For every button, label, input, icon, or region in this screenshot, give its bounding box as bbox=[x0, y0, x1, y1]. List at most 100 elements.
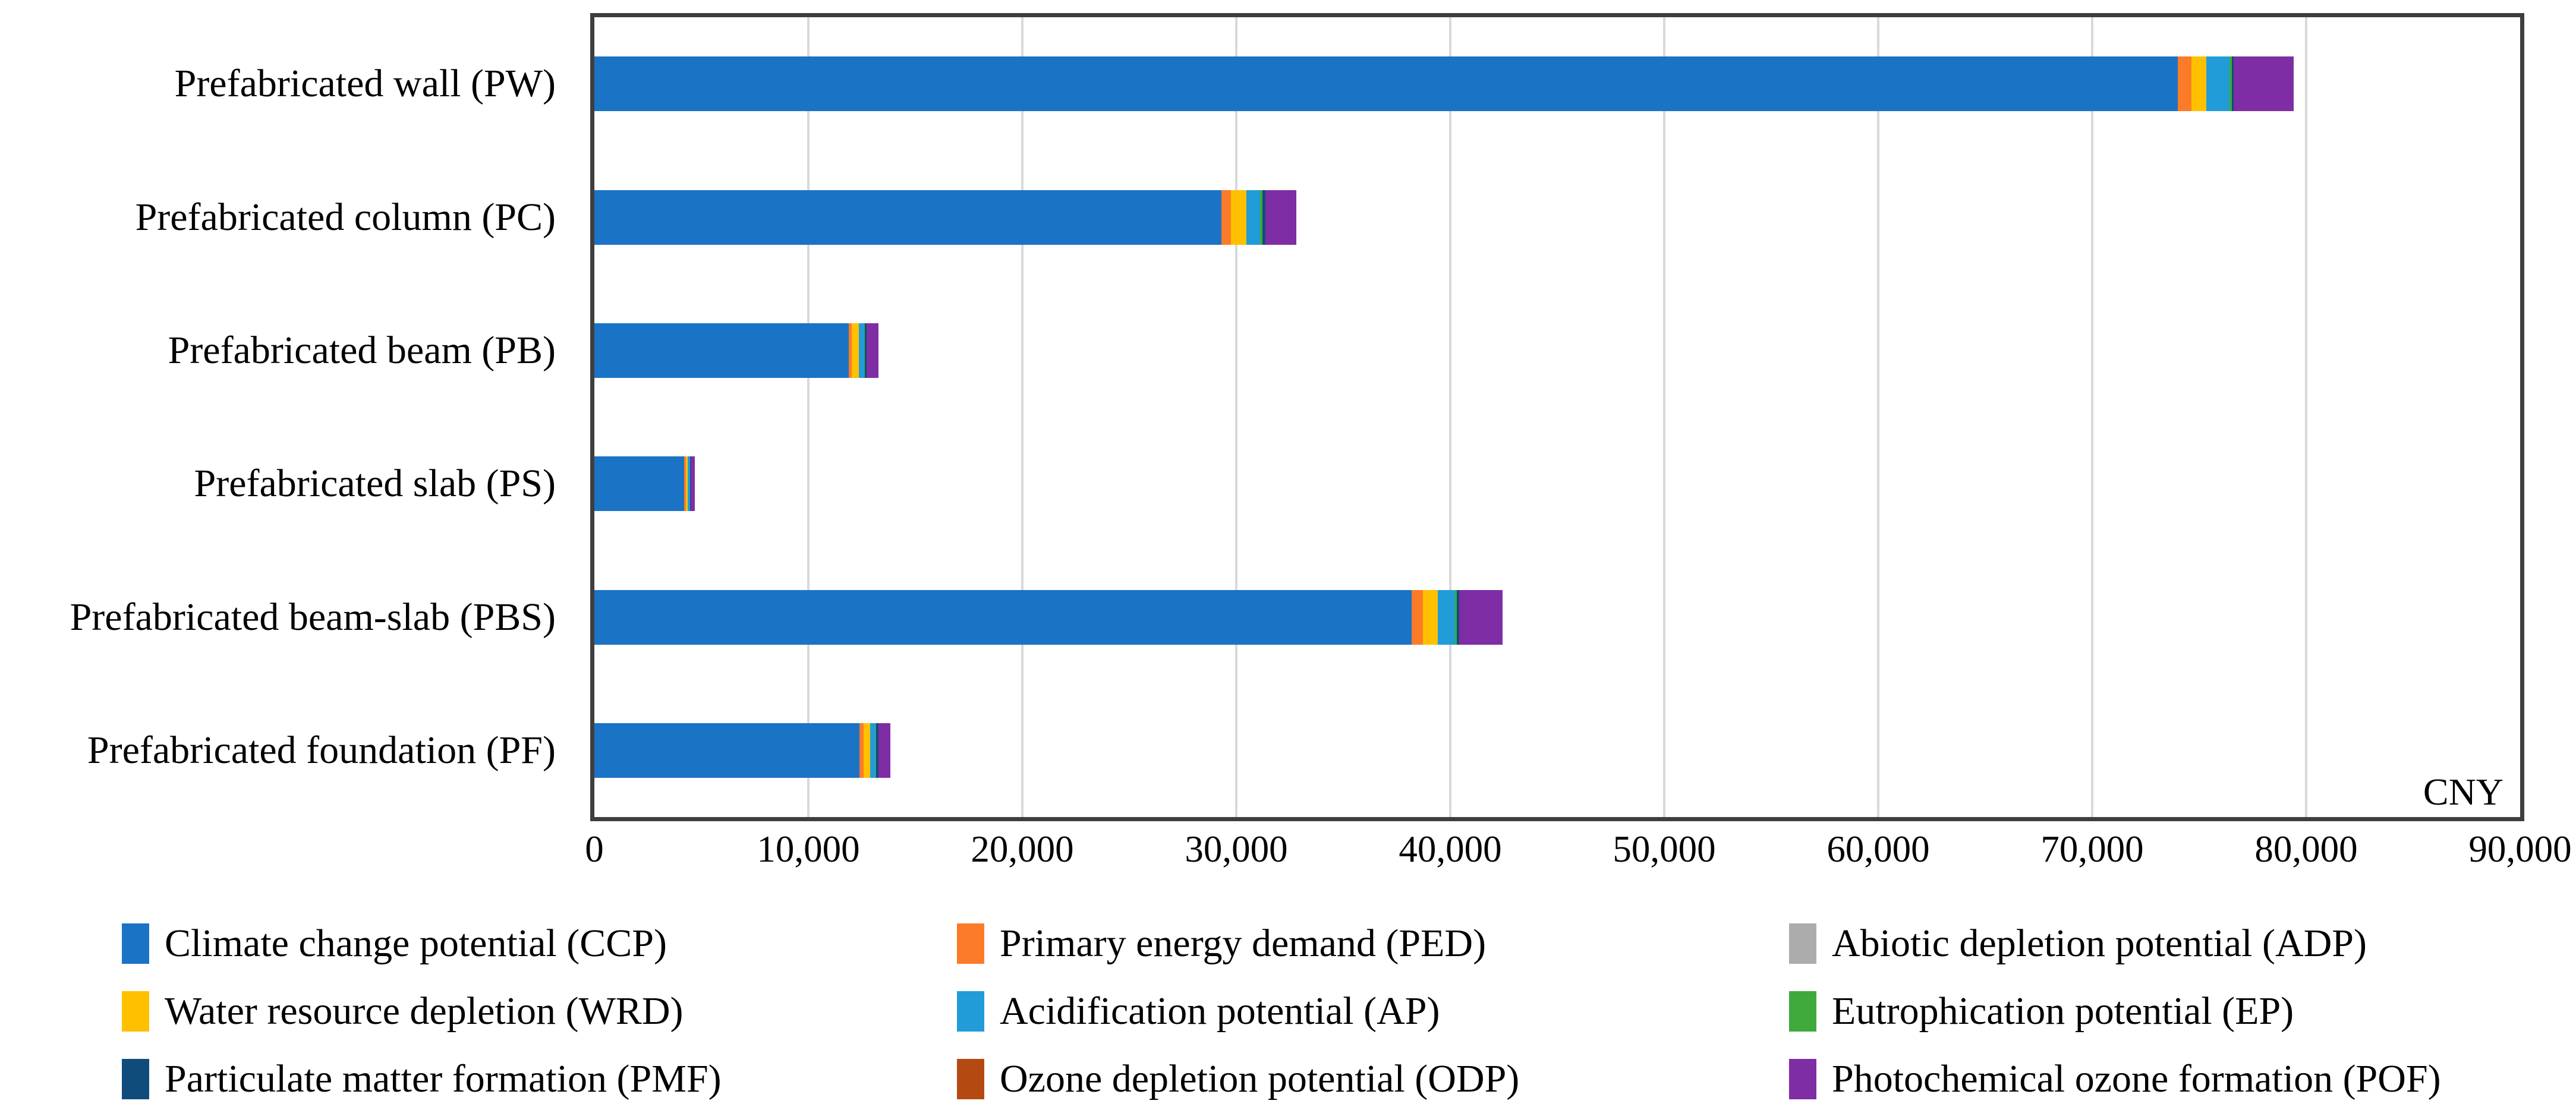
legend-item-PED: Primary energy demand (PED) bbox=[957, 920, 1789, 967]
bar-row bbox=[594, 323, 879, 378]
bar-segment-AP bbox=[870, 723, 876, 778]
bar-segment-POF bbox=[878, 723, 891, 778]
gridline bbox=[1021, 17, 1024, 817]
bar-segment-PMF bbox=[1456, 589, 1459, 645]
gridline bbox=[2091, 17, 2093, 817]
gridline bbox=[1663, 17, 1665, 817]
legend-swatch-POF bbox=[1789, 1059, 1816, 1099]
bar-segment-POF bbox=[691, 456, 695, 512]
bar-segment-CCP bbox=[594, 323, 849, 378]
legend-label: Particulate matter formation (PMF) bbox=[165, 1057, 722, 1100]
bar-segment-PED bbox=[684, 456, 686, 512]
bar-segment-EP bbox=[689, 456, 691, 512]
gridline bbox=[1877, 17, 1879, 817]
x-tick-label: 10,000 bbox=[757, 828, 860, 870]
legend-label: Ozone depletion potential (ODP) bbox=[1000, 1057, 1520, 1100]
bar-row bbox=[594, 456, 695, 512]
bar-segment-EP bbox=[1260, 190, 1262, 245]
bar-segment-WRD bbox=[1230, 190, 1246, 245]
legend-swatch-EP bbox=[1789, 991, 1816, 1032]
legend-label: Climate change potential (CCP) bbox=[165, 922, 667, 965]
legend-swatch-AP bbox=[957, 991, 984, 1032]
bar-segment-PMF bbox=[876, 723, 878, 778]
legend-item-ODP: Ozone depletion potential (ODP) bbox=[957, 1055, 1789, 1103]
bar-segment-POF bbox=[1265, 190, 1297, 245]
bar-segment-PED bbox=[1221, 190, 1231, 245]
x-tick-label: 20,000 bbox=[971, 828, 1074, 870]
category-label: Prefabricated slab (PS) bbox=[194, 462, 556, 506]
legend-item-CCP: Climate change potential (CCP) bbox=[122, 920, 957, 967]
x-tick-label: 50,000 bbox=[1613, 828, 1716, 870]
bar-segment-WRD bbox=[864, 723, 871, 778]
legend-swatch-ADP bbox=[1789, 923, 1816, 964]
bar-segment-PMF bbox=[2231, 56, 2234, 112]
bar-segment-PMF bbox=[865, 323, 867, 378]
plot-area: CNY bbox=[590, 13, 2524, 821]
x-tick-label: 0 bbox=[585, 828, 604, 870]
axis-unit-label: CNY bbox=[2423, 771, 2503, 813]
bar-segment-AP bbox=[858, 323, 865, 378]
category-label: Prefabricated foundation (PF) bbox=[87, 728, 556, 772]
bar-segment-PED bbox=[849, 323, 852, 378]
legend-item-AP: Acidification potential (AP) bbox=[957, 988, 1789, 1035]
bar-row bbox=[594, 190, 1297, 245]
legend-swatch-WRD bbox=[122, 991, 149, 1032]
bar-segment-EP bbox=[1455, 589, 1457, 645]
legend-label: Eutrophication potential (EP) bbox=[1832, 989, 2294, 1033]
x-tick-label: 40,000 bbox=[1399, 828, 1502, 870]
bar-segment-WRD bbox=[1423, 589, 1438, 645]
bar-segment-CCP bbox=[594, 456, 684, 512]
bar-segment-PED bbox=[2178, 56, 2192, 112]
bar-segment-WRD bbox=[852, 323, 859, 378]
gridline bbox=[807, 17, 810, 817]
legend-label: Photochemical ozone formation (POF) bbox=[1832, 1057, 2441, 1100]
bar-segment-CCP bbox=[594, 723, 860, 778]
legend-label: Abiotic depletion potential (ADP) bbox=[1832, 922, 2367, 965]
legend-label: Water resource depletion (WRD) bbox=[165, 989, 684, 1033]
legend: Climate change potential (CCP) Primary en… bbox=[122, 920, 2570, 1103]
bar-segment-CCP bbox=[594, 190, 1221, 245]
bar-segment-PMF bbox=[1262, 190, 1265, 245]
bar-segment-EP bbox=[864, 323, 865, 378]
bar-segment-AP bbox=[688, 456, 690, 512]
bar-row bbox=[594, 723, 891, 778]
bar-segment-POF bbox=[1459, 589, 1503, 645]
x-tick-label: 60,000 bbox=[1826, 828, 1930, 870]
category-label: Prefabricated wall (PW) bbox=[174, 62, 556, 106]
legend-item-WRD: Water resource depletion (WRD) bbox=[122, 988, 957, 1035]
category-label: Prefabricated beam-slab (PBS) bbox=[70, 595, 556, 639]
legend-swatch-CCP bbox=[122, 923, 149, 964]
bar-segment-WRD bbox=[2191, 56, 2206, 112]
gridline bbox=[1235, 17, 1237, 817]
bar-row bbox=[594, 589, 1503, 645]
bar-segment-PED bbox=[1412, 589, 1424, 645]
legend-swatch-ODP bbox=[957, 1059, 984, 1099]
legend-swatch-PMF bbox=[122, 1059, 149, 1099]
x-tick-label: 70,000 bbox=[2040, 828, 2144, 870]
x-tick-label: 30,000 bbox=[1185, 828, 1288, 870]
legend-item-ADP: Abiotic depletion potential (ADP) bbox=[1789, 920, 2570, 967]
legend-label: Primary energy demand (PED) bbox=[1000, 922, 1487, 965]
bar-segment-AP bbox=[1438, 589, 1456, 645]
legend-item-POF: Photochemical ozone formation (POF) bbox=[1789, 1055, 2570, 1103]
bar-segment-PED bbox=[859, 723, 864, 778]
bar-segment-POF bbox=[867, 323, 879, 378]
legend-swatch-PED bbox=[957, 923, 984, 964]
bar-segment-PMF bbox=[690, 456, 691, 512]
gridline bbox=[1449, 17, 1451, 817]
legend-item-PMF: Particulate matter formation (PMF) bbox=[122, 1055, 957, 1103]
bar-segment-WRD bbox=[686, 456, 688, 512]
bar-segment-AP bbox=[1246, 190, 1261, 245]
category-label: Prefabricated column (PC) bbox=[135, 195, 556, 239]
bar-row bbox=[594, 56, 2294, 112]
legend-item-EP: Eutrophication potential (EP) bbox=[1789, 988, 2570, 1035]
bar-segment-EP bbox=[2229, 56, 2232, 112]
bar-segment-AP bbox=[2206, 56, 2230, 112]
bar-segment-CCP bbox=[594, 589, 1412, 645]
bar-segment-POF bbox=[2234, 56, 2294, 112]
gridline bbox=[2305, 17, 2307, 817]
category-label: Prefabricated beam (PB) bbox=[168, 328, 556, 372]
x-tick-label: 80,000 bbox=[2254, 828, 2358, 870]
x-tick-label: 90,000 bbox=[2468, 828, 2572, 870]
